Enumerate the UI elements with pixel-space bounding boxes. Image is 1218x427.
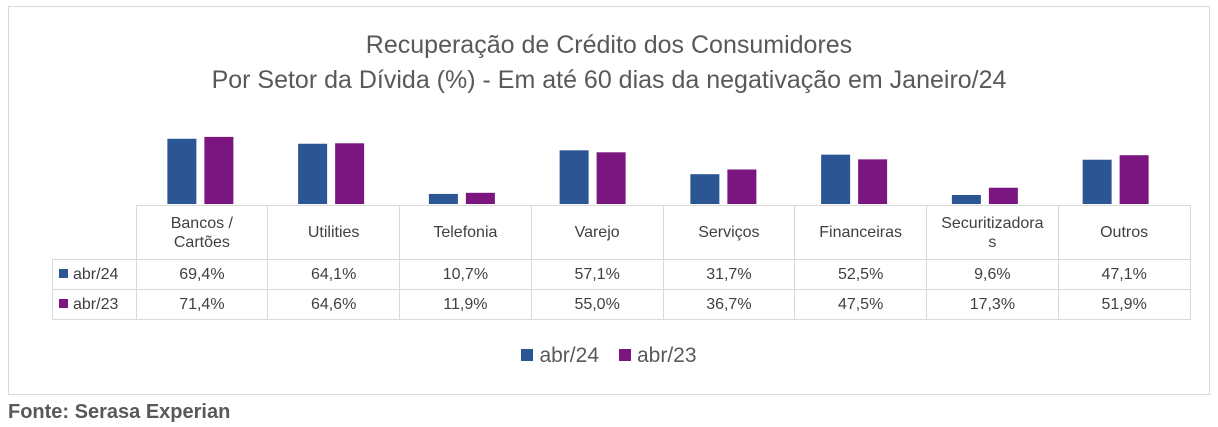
data-label: 51,9% (1057, 289, 1191, 320)
legend-label: abr/23 (637, 344, 697, 367)
data-label: 10,7% (399, 259, 532, 290)
chart-frame (8, 6, 1210, 395)
category-label-line: Utilities (307, 224, 360, 241)
category-label: Securitizadora s (926, 205, 1059, 260)
bar-plot (167, 136, 1149, 204)
chart-title: Recuperação de Crédito dos Consumidores (365, 31, 853, 59)
category-label: Varejo (530, 205, 664, 260)
bar-abr-24-6 (821, 154, 851, 204)
bar-abr-24-8 (1082, 159, 1112, 204)
category-label-line: Varejo (574, 224, 620, 241)
bar-abr-24-4 (559, 150, 589, 204)
category-label: Utilities (267, 205, 400, 260)
data-label: 31,7% (662, 259, 796, 290)
bar-abr-24-1 (167, 138, 197, 204)
data-label: 64,1% (267, 259, 400, 290)
data-label: 71,4% (135, 289, 269, 320)
data-label: 47,5% (794, 289, 927, 320)
data-label: 17,3% (926, 289, 1059, 320)
series-swatch (59, 298, 68, 308)
data-label: 69,4% (135, 259, 269, 290)
legend: abr/24 abr/23 (0, 344, 1218, 368)
data-label: 55,0% (530, 289, 664, 320)
bar-abr-24-7 (951, 194, 981, 204)
series-name: abr/23 (73, 295, 119, 313)
series-row-label: abr/23 (52, 289, 137, 320)
data-label: 36,7% (662, 289, 796, 320)
bar-abr-23-1 (204, 136, 234, 204)
category-label-line: Serviços (698, 224, 760, 241)
bar-abr-23-2 (335, 143, 365, 204)
chart-subtitle: Por Setor da Dívida (%) - Em até 60 dias… (211, 66, 1007, 94)
category-label: Telefonia (399, 205, 532, 260)
legend-item: abr/24 (521, 344, 599, 368)
category-label-line: Financeiras (819, 224, 902, 241)
legend-swatch (619, 349, 631, 361)
bar-abr-23-4 (596, 152, 626, 204)
legend-label: abr/24 (539, 344, 599, 367)
category-label-line: Bancos / (170, 214, 233, 232)
bar-abr-23-7 (988, 187, 1018, 204)
category-label-line: Cartões (173, 233, 230, 251)
data-label: 52,5% (794, 259, 927, 290)
bar-abr-23-5 (727, 169, 757, 204)
category-label-line: s (988, 233, 997, 251)
category-label-line: Telefonia (433, 224, 498, 241)
table-corner (52, 205, 137, 260)
bar-abr-24-2 (298, 143, 328, 204)
table-row: abr/23 71,4% 64,6% 11,9% 55,0% 36,7% 47,5% 17,3… (52, 289, 1191, 320)
data-label: 64,6% (267, 289, 400, 320)
series-row-label: abr/24 (52, 259, 137, 290)
data-label: 57,1% (530, 259, 664, 290)
category-label-line: Securitizadora (941, 214, 1044, 232)
data-label: 47,1% (1057, 259, 1191, 290)
data-table: Bancos / Cartões Utilities Telefonia Varejo S… (52, 205, 1191, 320)
data-label: 9,6% (926, 259, 1059, 290)
data-label: 11,9% (399, 289, 532, 320)
category-label: Bancos / Cartões (135, 205, 269, 260)
table-row: abr/24 69,4% 64,1% 10,7% 57,1% 31,7% 52,5% 9,6%… (52, 259, 1191, 290)
bar-abr-23-6 (858, 159, 888, 204)
bar-abr-24-5 (690, 174, 720, 204)
series-swatch (59, 268, 68, 278)
source-note: Fonte: Serasa Experian (8, 401, 231, 423)
bar-abr-23-3 (465, 192, 495, 204)
category-label: Outros (1057, 205, 1191, 260)
category-label: Financeiras (794, 205, 927, 260)
legend-item: abr/23 (619, 344, 697, 368)
series-name: abr/24 (73, 265, 119, 283)
category-label-line: Outros (1100, 224, 1149, 241)
bar-abr-23-8 (1119, 155, 1149, 204)
category-label: Serviços (662, 205, 796, 260)
bar-abr-24-3 (428, 193, 458, 204)
legend-swatch (521, 349, 534, 361)
